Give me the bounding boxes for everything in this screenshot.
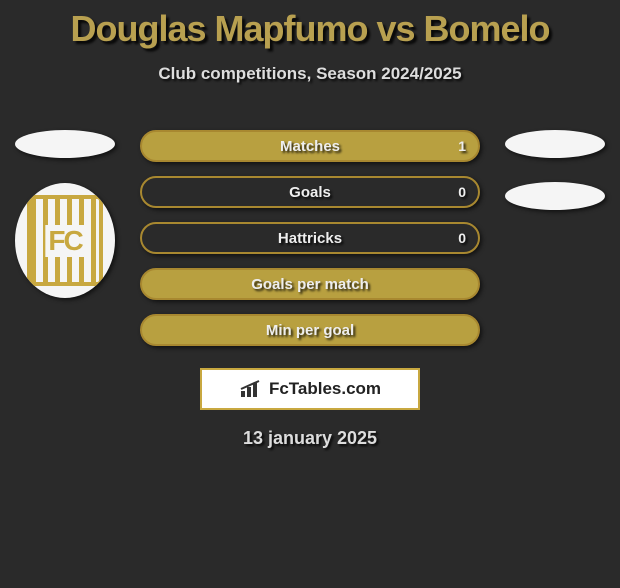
stat-value: 0 <box>458 230 466 246</box>
stat-bar: Min per goal <box>140 314 480 346</box>
subtitle: Club competitions, Season 2024/2025 <box>0 64 620 84</box>
stat-bar: Goals per match <box>140 268 480 300</box>
player-photo-placeholder-right1 <box>505 130 605 158</box>
player-photo-placeholder-left <box>15 130 115 158</box>
stat-bar: Matches 1 <box>140 130 480 162</box>
chart-icon <box>239 379 263 399</box>
fctables-label: FcTables.com <box>269 379 381 399</box>
stat-label: Hattricks <box>278 230 342 247</box>
stat-label: Min per goal <box>266 322 354 339</box>
club-crest: FC <box>15 183 115 298</box>
stat-value: 0 <box>458 184 466 200</box>
stat-label: Goals <box>289 184 331 201</box>
player-photo-placeholder-right2 <box>505 182 605 210</box>
page-title: Douglas Mapfumo vs Bomelo <box>0 8 620 50</box>
stat-bar: Hattricks 0 <box>140 222 480 254</box>
date: 13 january 2025 <box>0 428 620 449</box>
stat-value: 1 <box>458 138 466 154</box>
stat-bar: Goals 0 <box>140 176 480 208</box>
crest-letters: FC <box>45 225 84 257</box>
stat-label: Goals per match <box>251 276 369 293</box>
fctables-badge: FcTables.com <box>200 368 420 410</box>
footer-area: FcTables.com 13 january 2025 <box>0 360 620 449</box>
stat-label: Matches <box>280 138 340 155</box>
stats-column: Matches 1 Goals 0 Hattricks 0 Goals per match M… <box>140 130 480 360</box>
left-column: FC <box>10 130 120 298</box>
right-column <box>500 130 610 210</box>
